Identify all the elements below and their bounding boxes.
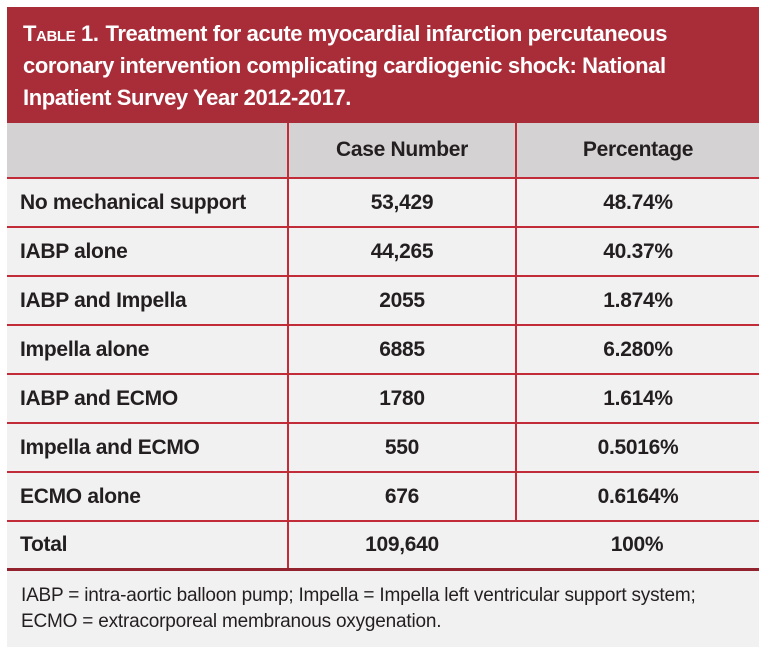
- total-case-number: 109,640: [287, 522, 515, 568]
- row-case-number: 550: [287, 424, 515, 471]
- header-case-number: Case Number: [287, 123, 515, 177]
- row-percentage: 6.280%: [515, 326, 759, 373]
- total-label: Total: [20, 533, 68, 556]
- table-title-text: Treatment for acute myocardial infarctio…: [23, 21, 668, 110]
- header-percentage: Percentage: [515, 123, 759, 177]
- row-label: IABP and ECMO: [20, 386, 178, 410]
- row-case-number: 1780: [287, 375, 515, 422]
- row-label: Impella alone: [20, 337, 150, 361]
- table-total-row: Total 109,640 100%: [7, 520, 759, 568]
- row-label: ECMO alone: [20, 484, 141, 508]
- row-case-number: 53,429: [287, 179, 515, 226]
- table-row: IABP and ECMO 1780 1.614%: [7, 373, 759, 422]
- table-footnote: IABP = intra-aortic balloon pump; Impell…: [7, 568, 759, 647]
- table-row: IABP alone 44,265 40.37%: [7, 226, 759, 275]
- row-case-number: 44,265: [287, 228, 515, 275]
- table-title-banner: Table 1. Treatment for acute myocardial i…: [7, 7, 759, 123]
- table-number-label: Table 1.: [23, 21, 99, 46]
- row-percentage: 40.37%: [515, 228, 759, 275]
- row-percentage: 0.6164%: [515, 473, 759, 520]
- row-percentage: 48.74%: [515, 179, 759, 226]
- row-label: IABP and Impella: [20, 288, 187, 312]
- row-case-number: 676: [287, 473, 515, 520]
- row-percentage: 1.874%: [515, 277, 759, 324]
- row-label: IABP alone: [20, 239, 128, 263]
- total-percentage: 100%: [610, 533, 664, 556]
- table-row: IABP and Impella 2055 1.874%: [7, 275, 759, 324]
- row-label: Impella and ECMO: [20, 435, 200, 459]
- table-row: No mechanical support 53,429 48.74%: [7, 177, 759, 226]
- table-header-row: Case Number Percentage: [7, 123, 759, 177]
- row-percentage: 1.614%: [515, 375, 759, 422]
- row-case-number: 6885: [287, 326, 515, 373]
- table-row: Impella and ECMO 550 0.5016%: [7, 422, 759, 471]
- table-row: ECMO alone 676 0.6164%: [7, 471, 759, 520]
- row-case-number: 2055: [287, 277, 515, 324]
- row-label: No mechanical support: [20, 190, 246, 214]
- row-percentage: 0.5016%: [515, 424, 759, 471]
- table-row: Impella alone 6885 6.280%: [7, 324, 759, 373]
- header-empty-cell: [7, 123, 287, 177]
